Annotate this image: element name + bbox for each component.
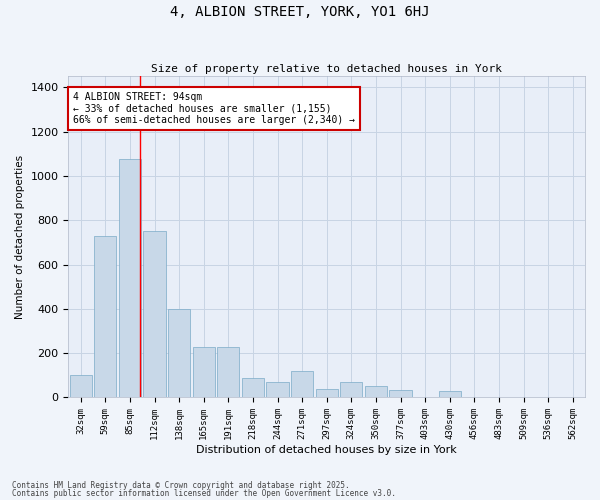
- Bar: [94, 236, 116, 398]
- Bar: [316, 388, 338, 398]
- X-axis label: Distribution of detached houses by size in York: Distribution of detached houses by size …: [196, 445, 457, 455]
- Text: Contains HM Land Registry data © Crown copyright and database right 2025.: Contains HM Land Registry data © Crown c…: [12, 480, 350, 490]
- Bar: [193, 346, 215, 398]
- Bar: [266, 382, 289, 398]
- Text: Contains public sector information licensed under the Open Government Licence v3: Contains public sector information licen…: [12, 489, 396, 498]
- Bar: [365, 386, 387, 398]
- Bar: [291, 371, 313, 398]
- Bar: [217, 346, 239, 398]
- Bar: [119, 160, 141, 398]
- Bar: [70, 376, 92, 398]
- Bar: [389, 390, 412, 398]
- Bar: [168, 309, 190, 398]
- Text: 4, ALBION STREET, YORK, YO1 6HJ: 4, ALBION STREET, YORK, YO1 6HJ: [170, 5, 430, 19]
- Bar: [439, 391, 461, 398]
- Bar: [242, 378, 264, 398]
- Bar: [340, 382, 362, 398]
- Y-axis label: Number of detached properties: Number of detached properties: [15, 155, 25, 319]
- Title: Size of property relative to detached houses in York: Size of property relative to detached ho…: [151, 64, 502, 74]
- Bar: [143, 232, 166, 398]
- Text: 4 ALBION STREET: 94sqm
← 33% of detached houses are smaller (1,155)
66% of semi-: 4 ALBION STREET: 94sqm ← 33% of detached…: [73, 92, 355, 125]
